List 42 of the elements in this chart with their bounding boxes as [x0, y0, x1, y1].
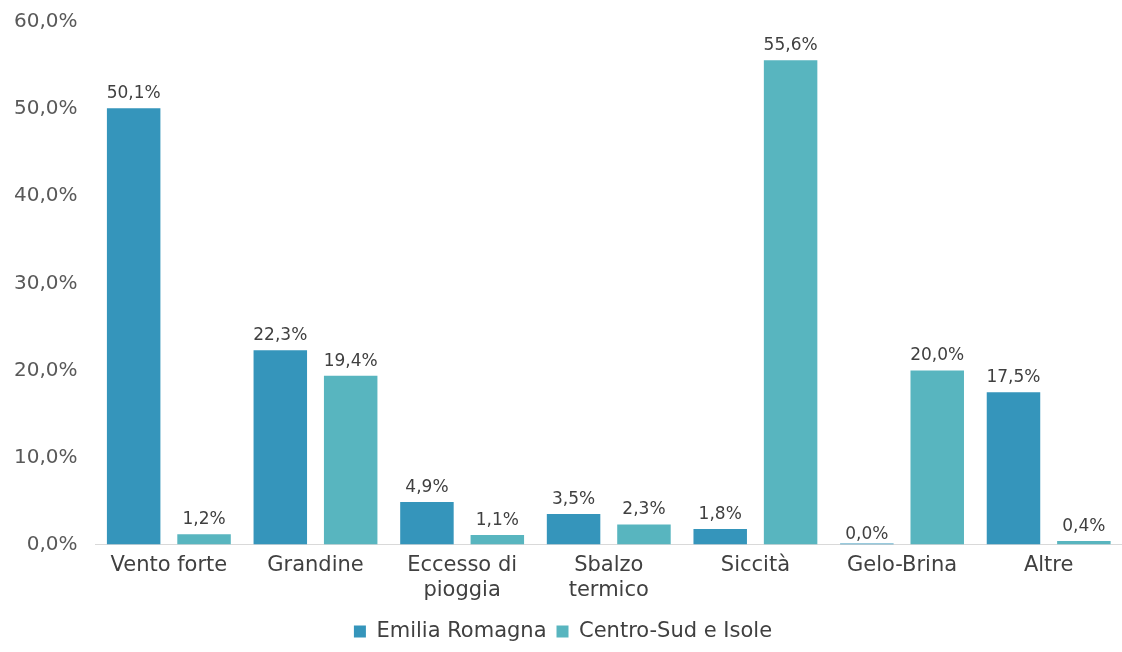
x-tick-label: Siccità — [720, 551, 791, 576]
bar — [693, 528, 747, 545]
x-tick-label: Eccesso di pioggia — [407, 551, 518, 601]
x-tick-label: Vento forte — [110, 551, 228, 576]
data-label: 1,2% — [182, 508, 226, 529]
bar — [470, 535, 525, 545]
data-label: 22,3% — [253, 324, 308, 345]
legend-label: Emilia Romagna — [376, 617, 547, 642]
bar — [106, 108, 161, 545]
bar — [763, 60, 818, 545]
y-tick-label: 30,0% — [13, 269, 78, 294]
bar — [617, 524, 671, 545]
data-label: 19,4% — [323, 349, 378, 370]
bar — [177, 534, 231, 545]
data-label: 50,1% — [106, 82, 161, 103]
bar — [400, 501, 454, 545]
x-tick-label: Altre — [1023, 551, 1074, 576]
y-tick-label: 60,0% — [13, 8, 78, 33]
bar — [546, 514, 601, 545]
x-tick-label: Sbalzo termico — [568, 551, 649, 601]
bar — [986, 392, 1041, 545]
legend-label: Centro-Sud e Isole — [579, 617, 773, 642]
y-tick-label: 50,0% — [13, 95, 78, 120]
data-label: 0,4% — [1062, 515, 1106, 536]
y-tick-label: 10,0% — [13, 443, 78, 468]
y-tick-label: 40,0% — [13, 182, 78, 207]
data-label: 55,6% — [763, 34, 818, 55]
data-label: 4,9% — [405, 475, 449, 496]
data-label: 20,0% — [910, 344, 965, 365]
x-tick-label: Grandine — [267, 551, 364, 576]
x-tick-label: Gelo-Brina — [846, 551, 958, 576]
data-label: 3,5% — [551, 488, 596, 509]
data-label: 1,8% — [698, 502, 742, 523]
data-label: 2,3% — [622, 498, 666, 519]
y-tick-label: 20,0% — [13, 356, 78, 381]
data-label: 0,0% — [845, 522, 889, 543]
y-tick-label: 0,0% — [26, 530, 78, 555]
data-label: 1,1% — [475, 508, 519, 529]
data-label: 17,5% — [986, 366, 1041, 387]
bar — [253, 350, 308, 545]
bar — [910, 370, 964, 545]
bar — [323, 375, 378, 545]
